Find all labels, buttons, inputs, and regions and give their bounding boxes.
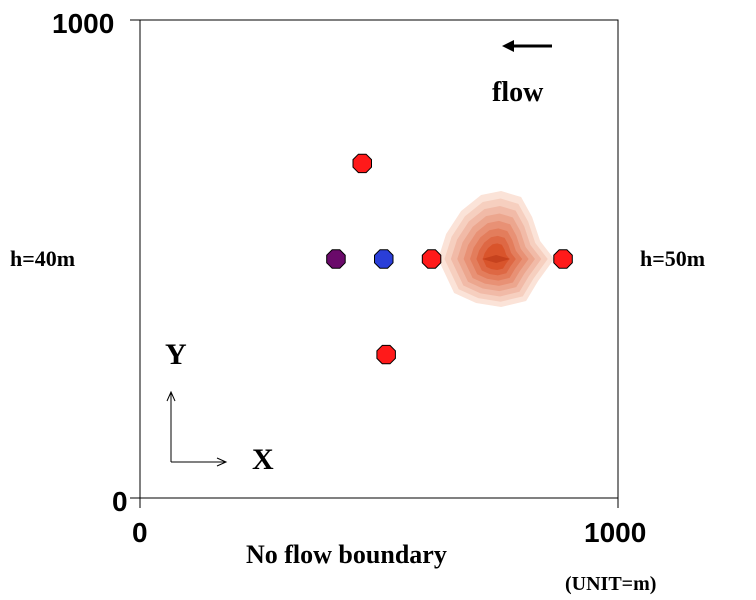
well-red-mid — [421, 249, 442, 269]
x-min-label: 0 — [132, 517, 148, 548]
wells — [326, 153, 573, 365]
left-arrow-icon — [502, 40, 552, 52]
contaminant-plume — [438, 191, 555, 307]
coordinate-axes-icon — [166, 390, 228, 467]
y-direction-label: Y — [165, 338, 187, 371]
x-direction-label: X — [252, 443, 274, 476]
well-red-bottom — [376, 344, 396, 365]
left-boundary-label: h=40m — [10, 246, 75, 271]
well-blue — [374, 249, 394, 269]
unit-label: (UNIT=m) — [565, 573, 656, 595]
y-min-label: 0 — [112, 486, 128, 517]
bottom-boundary-label: No flow boundary — [246, 540, 447, 569]
right-boundary-label: h=50m — [640, 246, 705, 271]
plume-core — [482, 255, 511, 263]
x-max-label: 1000 — [584, 517, 646, 548]
flow-label: flow — [492, 77, 544, 108]
well-red-right — [553, 249, 573, 269]
well-red-top — [352, 153, 372, 174]
well-purple — [326, 249, 346, 269]
y-max-label: 1000 — [52, 8, 114, 39]
